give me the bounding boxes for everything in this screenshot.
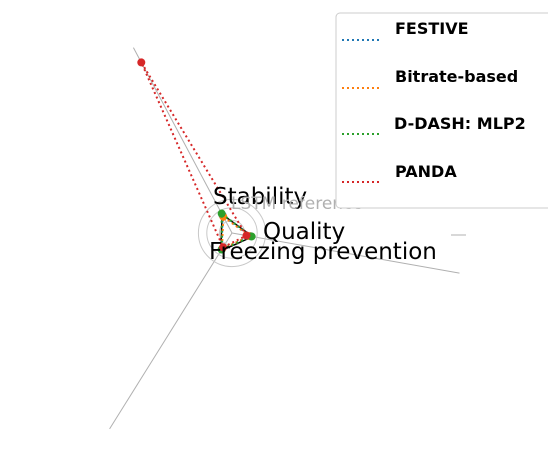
data-point-panda — [219, 243, 228, 252]
axis-label-quality: Quality — [263, 219, 345, 245]
radar-series-layer — [137, 58, 256, 254]
legend-label-d-dash-mlp2: D-DASH: MLP2 — [394, 114, 526, 133]
series-line-bitrate-based — [220, 214, 252, 251]
radar-grid — [109, 47, 466, 430]
data-point-panda — [242, 231, 251, 240]
legend-label-bitrate-based: Bitrate-based — [395, 67, 518, 86]
series-line-d-dash-mlp2 — [220, 211, 254, 252]
legend-frame — [335, 12, 548, 209]
axis-label-stability: Stability — [213, 184, 307, 210]
radar-spoke — [109, 232, 233, 430]
legend-entry-festive: FESTIVE — [342, 19, 469, 41]
legend: FESTIVE Bitrate-based D-DASH: MLP2 PANDA — [335, 12, 548, 209]
radar-gridline — [206, 207, 258, 259]
radar-gridline — [197, 198, 267, 268]
legend-label-panda: PANDA — [395, 162, 457, 181]
radar-spoke — [132, 47, 233, 234]
legend-entry-panda: PANDA — [342, 162, 457, 183]
legend-entry-bitrate-based: Bitrate-based — [342, 67, 518, 89]
data-point-panda — [137, 58, 146, 67]
radar-spoke — [231, 232, 460, 274]
legend-entry-d-dash-mlp2: D-DASH: MLP2 — [342, 114, 526, 135]
data-point-d-dash-mlp2 — [217, 209, 226, 218]
reference-label: LSTM reference — [231, 194, 363, 214]
axis-label-freezing-prevention: Freezing prevention — [209, 239, 437, 265]
series-line-panda — [140, 61, 248, 249]
legend-label-festive: FESTIVE — [395, 19, 469, 38]
